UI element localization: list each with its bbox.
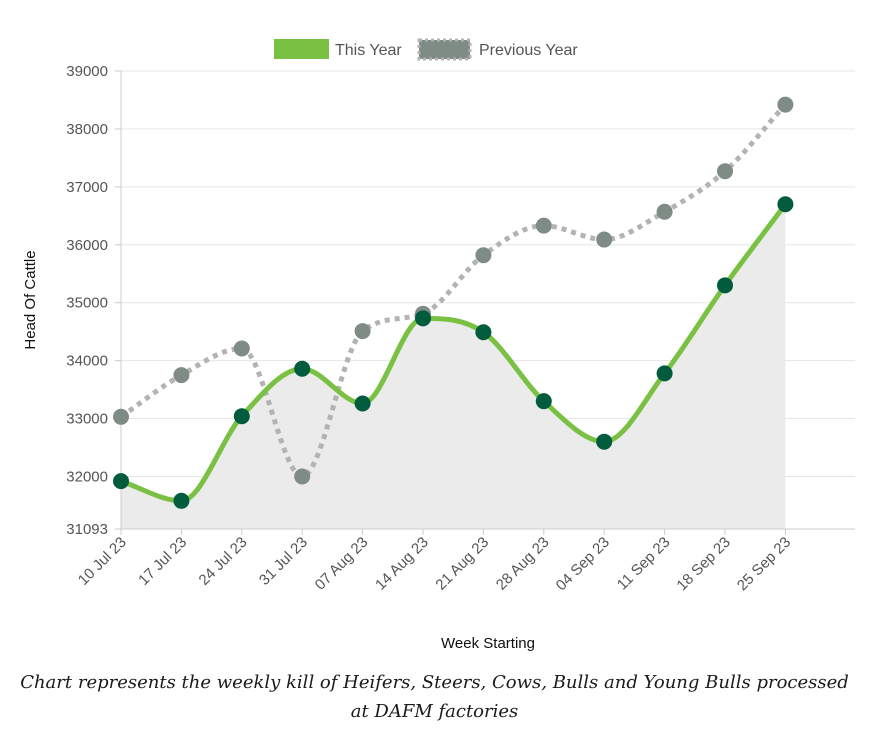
- x-tick-label: 31 Jul 23: [256, 534, 311, 589]
- x-tick-label: 24 Jul 23: [196, 534, 251, 589]
- point-previous-year: [777, 96, 794, 113]
- point-previous-year: [113, 408, 129, 425]
- point-this-year: [173, 492, 190, 509]
- point-this-year: [717, 277, 733, 294]
- x-tick-label: 07 Aug 23: [312, 534, 372, 594]
- legend-swatch-previous-year: [417, 38, 472, 61]
- point-this-year: [777, 196, 794, 213]
- y-tick-label: 36000: [66, 237, 108, 254]
- y-tick-label: 38000: [66, 121, 108, 138]
- x-tick-label: 28 Aug 23: [493, 534, 553, 594]
- legend-label-this-year: This Year: [335, 42, 402, 59]
- x-tick-label: 25 Sep 23: [734, 534, 794, 594]
- point-this-year: [294, 360, 311, 377]
- series-points: [113, 96, 794, 509]
- y-tick-label: 32000: [66, 468, 108, 485]
- x-tick-label: 14 Aug 23: [372, 534, 432, 594]
- x-tick-label: 11 Sep 23: [614, 534, 674, 594]
- y-tick-label: 34000: [66, 353, 108, 370]
- point-this-year: [475, 324, 492, 341]
- x-tick-label: 17 Jul 23: [135, 534, 190, 589]
- y-axis-title: Head Of Cattle: [22, 250, 39, 349]
- line-chart: 39000 38000 37000 36000 35000 34000 33000 32000…: [22, 38, 855, 652]
- point-previous-year: [717, 163, 733, 180]
- point-previous-year: [535, 217, 552, 234]
- point-this-year: [535, 393, 552, 410]
- point-previous-year: [173, 367, 190, 384]
- legend-item-previous-year[interactable]: Previous Year: [417, 38, 578, 61]
- legend-label-previous-year: Previous Year: [479, 42, 578, 59]
- point-previous-year: [294, 468, 311, 485]
- y-tick-label: 39000: [66, 63, 108, 80]
- point-this-year: [656, 365, 673, 382]
- y-tick-label: 33000: [66, 411, 108, 428]
- x-tick-label: 10 Jul 23: [75, 534, 130, 589]
- legend[interactable]: This Year Previous Year: [274, 38, 578, 61]
- point-previous-year: [475, 247, 492, 264]
- area-this-year: [121, 204, 786, 529]
- point-previous-year: [596, 231, 613, 248]
- axes: [120, 71, 855, 530]
- chart-caption: Chart represents the weekly kill of Heif…: [20, 672, 849, 722]
- point-this-year: [354, 395, 371, 412]
- point-this-year: [415, 310, 431, 327]
- y-tick-labels: 39000 38000 37000 36000 35000 34000 33000 32000…: [66, 63, 108, 538]
- y-tick-label: 35000: [66, 295, 108, 312]
- legend-swatch-this-year: [274, 39, 329, 59]
- point-this-year: [233, 408, 250, 425]
- point-previous-year: [656, 203, 673, 220]
- x-axis-title: Week Starting: [441, 635, 535, 652]
- x-tick-label: 18 Sep 23: [673, 534, 733, 594]
- x-tick-label: 21 Aug 23: [432, 534, 492, 594]
- area-fill: [121, 204, 786, 529]
- legend-item-this-year[interactable]: This Year: [274, 39, 402, 59]
- point-previous-year: [354, 323, 371, 340]
- x-tick-labels: 10 Jul 23 17 Jul 23 24 Jul 23 31 Jul 23 07 A…: [75, 529, 794, 594]
- point-this-year: [596, 433, 613, 450]
- x-tick-label: 04 Sep 23: [553, 534, 613, 594]
- point-this-year: [113, 473, 129, 490]
- point-previous-year: [233, 340, 250, 357]
- y-tick-label: 31093: [66, 521, 108, 538]
- y-tick-label: 37000: [66, 179, 108, 196]
